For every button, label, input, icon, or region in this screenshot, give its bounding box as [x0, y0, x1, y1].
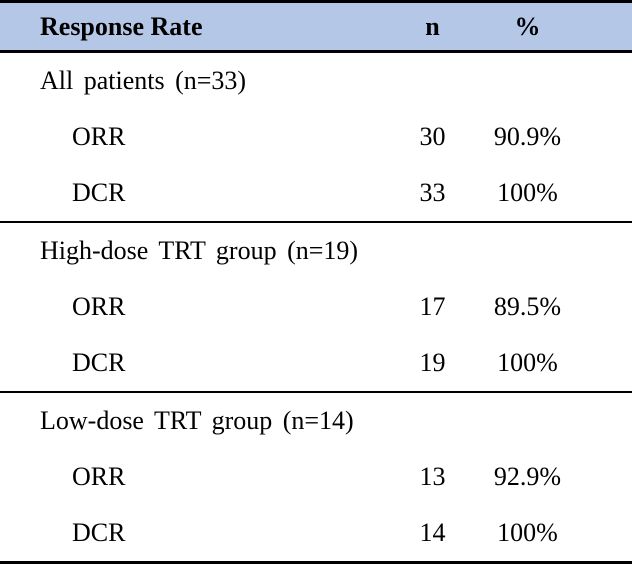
header-n: n — [425, 11, 440, 41]
row-percent-value: 92.9% — [493, 462, 562, 491]
row-label: DCR — [72, 518, 126, 547]
section-all-patients: All patients (n=33) ORR 30 90.9% DCR 33 … — [0, 53, 632, 223]
header-response-rate: Response Rate — [40, 11, 203, 41]
row-percent-value: 90.9% — [493, 122, 562, 151]
section-high-dose: High-dose TRT group (n=19) ORR 17 89.5% … — [0, 223, 632, 393]
section-title-row: Low-dose TRT group (n=14) — [0, 393, 632, 449]
row-label: ORR — [72, 462, 126, 491]
table-row: ORR 13 92.9% — [0, 449, 632, 505]
row-label: DCR — [72, 348, 126, 377]
table-header-row: Response Rate n % — [0, 3, 632, 53]
row-percent-value: 89.5% — [493, 292, 562, 321]
row-label: ORR — [72, 122, 126, 151]
table-row: ORR 30 90.9% — [0, 109, 632, 165]
table-row: ORR 17 89.5% — [0, 279, 632, 335]
row-n-value: 33 — [419, 178, 446, 207]
response-rate-table: Response Rate n % All patients (n=33) OR… — [0, 0, 632, 564]
row-n-value: 30 — [419, 122, 446, 151]
page: Response Rate n % All patients (n=33) OR… — [0, 0, 632, 564]
section-title-row: All patients (n=33) — [0, 53, 632, 109]
table-row: DCR 19 100% — [0, 335, 632, 391]
row-label: ORR — [72, 292, 126, 321]
row-n-value: 17 — [419, 292, 446, 321]
row-percent-value: 100% — [497, 348, 558, 377]
row-label: DCR — [72, 178, 126, 207]
section-title-row: High-dose TRT group (n=19) — [0, 223, 632, 279]
row-n-value: 19 — [419, 348, 446, 377]
table-row: DCR 33 100% — [0, 165, 632, 221]
section-title: High-dose TRT group (n=19) — [40, 236, 359, 265]
row-n-value: 13 — [419, 462, 446, 491]
table-row: DCR 14 100% — [0, 505, 632, 561]
section-title: Low-dose TRT group (n=14) — [40, 406, 354, 435]
row-n-value: 14 — [419, 518, 446, 547]
section-title: All patients (n=33) — [40, 66, 247, 95]
header-percent: % — [514, 11, 541, 41]
section-low-dose: Low-dose TRT group (n=14) ORR 13 92.9% D… — [0, 393, 632, 561]
row-percent-value: 100% — [497, 518, 558, 547]
row-percent-value: 100% — [497, 178, 558, 207]
